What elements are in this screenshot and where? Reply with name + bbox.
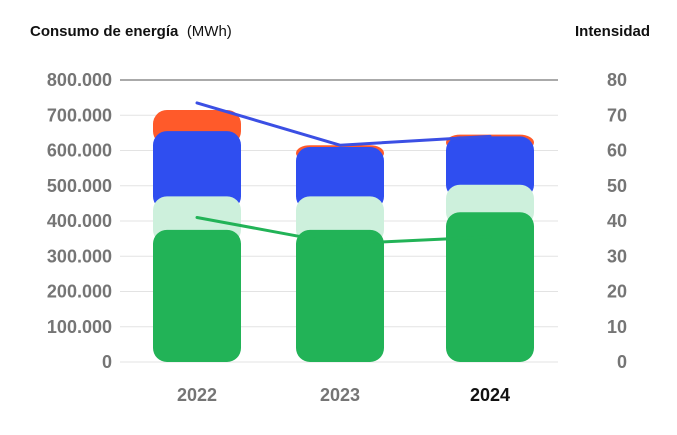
bar-segment [153,131,241,211]
chart-title: Consumo de energía (MWh) [30,23,232,40]
right-axis-ticks: 0 10 20 30 40 50 60 70 80 [607,70,627,372]
y-tick-label: 0 [102,352,112,372]
left-axis-ticks: 0 100.000 200.000 300.000 400.000 500.000 600.… [47,70,112,372]
y2-tick-label: 60 [607,141,627,161]
y2-tick-label: 80 [607,70,627,90]
y-tick-label: 400.000 [47,211,112,231]
bar-segment [446,212,534,362]
y-tick-label: 700.000 [47,105,112,125]
y2-tick-label: 40 [607,211,627,231]
x-axis-ticks: 2022 2023 2024 [177,385,510,405]
bar-segment [446,136,534,199]
y2-tick-label: 10 [607,317,627,337]
y-tick-label: 800.000 [47,70,112,90]
lines [195,101,492,246]
x-tick-label: 2024 [470,385,510,405]
right-axis-title: Intensidad [575,23,650,40]
y-tick-label: 500.000 [47,176,112,196]
y2-tick-label: 20 [607,282,627,302]
y2-tick-label: 30 [607,246,627,266]
y2-tick-label: 50 [607,176,627,196]
y-tick-label: 600.000 [47,141,112,161]
chart-title-unit: (MWh) [187,23,232,40]
x-tick-label: 2022 [177,385,217,405]
y2-tick-label: 0 [617,352,627,372]
y2-tick-label: 70 [607,105,627,125]
x-tick-label: 2023 [320,385,360,405]
intensity-line [195,101,492,147]
bar-segment [296,146,384,211]
bar-segment [296,229,384,362]
y-tick-label: 100.000 [47,317,112,337]
bar-segment [153,229,241,362]
y-tick-label: 200.000 [47,282,112,302]
y-tick-label: 300.000 [47,246,112,266]
intensity-line [195,215,492,246]
chart-title-main: Consumo de energía [30,23,179,40]
